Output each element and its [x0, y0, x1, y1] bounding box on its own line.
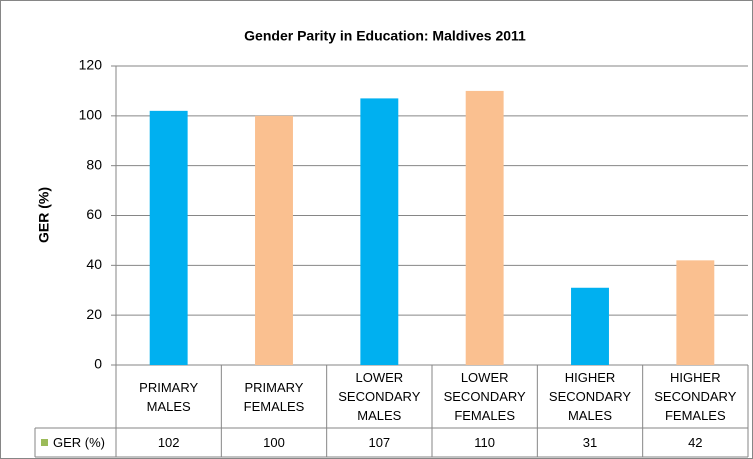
bar: [571, 287, 609, 365]
table-value: 110: [474, 435, 496, 450]
y-tick-label: 120: [79, 57, 103, 73]
legend-label: GER (%): [53, 435, 105, 450]
table-value: 107: [368, 435, 391, 450]
y-tick-label: 0: [94, 356, 102, 372]
category-label: PRIMARY MALES: [139, 379, 199, 414]
y-tick-label: 60: [86, 206, 102, 222]
bar: [149, 110, 188, 365]
bar: [465, 90, 504, 366]
legend-key: [41, 439, 48, 446]
legend-entry: GER (%): [35, 428, 116, 457]
y-tick-label: 80: [86, 156, 102, 172]
table-value: 102: [157, 435, 180, 450]
category-label: LOWER SECONDARY FEMALES: [443, 370, 526, 423]
y-tick-label: 20: [86, 306, 102, 322]
category-label: LOWER SECONDARY MALES: [338, 370, 421, 423]
bar: [360, 98, 399, 366]
bar: [255, 115, 293, 365]
table-value: 31: [582, 435, 598, 450]
table-value: 100: [263, 435, 285, 450]
table-value: 42: [688, 435, 703, 450]
category-label: HIGHER SECONDARY MALES: [548, 370, 632, 423]
y-tick-label: 40: [86, 256, 102, 272]
chart-title: Gender Parity in Education: Maldives 201…: [244, 28, 526, 44]
y-axis-label: GER (%): [36, 187, 52, 243]
bar: [676, 260, 715, 365]
category-label: HIGHER SECONDARY FEMALES: [654, 370, 737, 423]
category-label: PRIMARY FEMALES: [243, 379, 305, 414]
y-tick-label: 100: [79, 107, 103, 123]
